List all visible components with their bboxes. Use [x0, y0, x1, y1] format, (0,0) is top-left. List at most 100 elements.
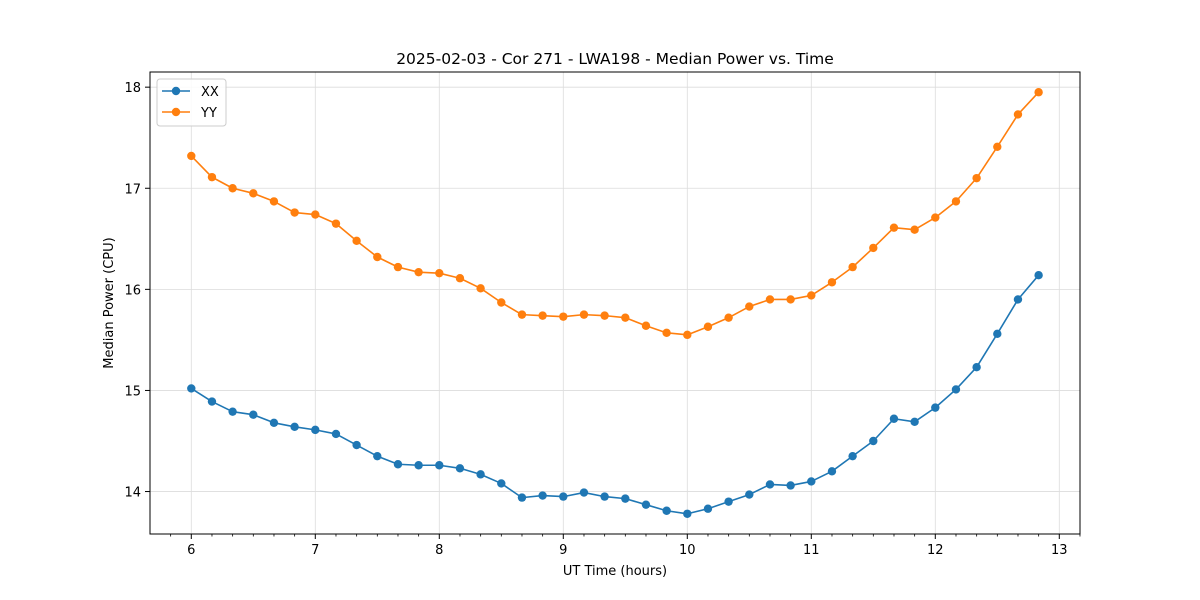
data-point-xx	[435, 461, 444, 470]
data-point-xx	[414, 461, 423, 470]
y-tick-label: 17	[124, 182, 141, 197]
data-point-yy	[889, 223, 899, 232]
y-axis-label: Median Power (CPU)	[102, 237, 117, 368]
data-point-xx	[745, 490, 754, 499]
grid-lines	[150, 72, 1080, 534]
data-point-yy	[414, 267, 423, 277]
x-tick-label: 13	[1051, 543, 1068, 558]
data-point-xx	[993, 329, 1002, 339]
data-point-yy	[869, 243, 878, 253]
data-point-yy	[765, 295, 775, 304]
data-point-yy	[931, 213, 940, 222]
data-point-xx	[352, 440, 361, 450]
series-layer	[187, 88, 1043, 518]
data-point-yy	[724, 313, 733, 322]
legend-marker-xx	[171, 86, 181, 96]
data-point-yy	[228, 184, 237, 193]
x-tick-label: 9	[559, 543, 567, 558]
data-point-yy	[641, 321, 651, 330]
data-point-xx	[910, 417, 919, 426]
data-point-yy	[1034, 88, 1043, 97]
data-point-xx	[621, 494, 630, 503]
data-point-xx	[827, 467, 837, 476]
data-point-xx	[579, 488, 589, 497]
legend-label-xx: XX	[201, 85, 219, 100]
data-point-yy	[538, 311, 547, 320]
legend-entry-xx: XX	[162, 85, 219, 100]
data-point-yy	[269, 197, 279, 206]
data-point-yy	[497, 298, 506, 307]
data-point-xx	[889, 414, 899, 423]
data-point-xx	[1013, 295, 1023, 304]
data-point-xx	[724, 497, 733, 506]
data-point-xx	[662, 506, 671, 515]
data-point-xx	[972, 362, 981, 372]
x-tick-label: 11	[803, 543, 820, 558]
data-point-yy	[435, 268, 444, 278]
data-point-xx	[600, 492, 609, 501]
data-point-xx	[951, 385, 961, 394]
chart-title: 2025-02-03 - Cor 271 - LWA198 - Median P…	[396, 50, 834, 68]
x-tick-label: 7	[311, 543, 319, 558]
data-point-xx	[228, 407, 237, 416]
data-point-yy	[621, 313, 630, 322]
data-point-yy	[827, 278, 837, 287]
data-point-yy	[951, 197, 961, 206]
y-tick-label: 16	[124, 283, 141, 298]
data-point-xx	[331, 429, 341, 439]
data-point-xx	[641, 500, 651, 509]
data-point-yy	[745, 302, 754, 311]
data-point-yy	[600, 311, 609, 320]
legend-marker-yy	[171, 107, 181, 117]
data-point-xx	[311, 425, 320, 435]
data-point-yy	[703, 322, 713, 331]
data-point-yy	[559, 312, 568, 321]
y-tick-label: 18	[124, 81, 141, 96]
data-point-yy	[993, 142, 1002, 152]
data-point-yy	[476, 284, 485, 293]
data-point-yy	[972, 173, 981, 183]
data-point-yy	[207, 172, 217, 182]
x-tick-label: 10	[679, 543, 696, 558]
data-point-xx	[249, 410, 258, 419]
data-point-xx	[1034, 270, 1043, 280]
x-tick-label: 8	[435, 543, 443, 558]
data-point-yy	[187, 151, 196, 161]
data-point-xx	[538, 491, 547, 500]
data-point-xx	[931, 403, 940, 412]
axis-ticks: 6 7 8 9 10 11 12 13 14 15 16 17 18	[124, 81, 1081, 558]
y-tick-label: 14	[124, 486, 141, 501]
data-point-yy	[579, 310, 589, 319]
legend: XX YY	[156, 78, 227, 127]
data-point-xx	[807, 477, 816, 486]
data-point-xx	[559, 492, 568, 501]
data-point-yy	[373, 252, 382, 262]
x-axis-label: UT Time (hours)	[563, 564, 667, 579]
data-point-xx	[393, 460, 403, 469]
data-point-xx	[869, 436, 878, 446]
x-tick-label: 12	[927, 543, 944, 558]
data-point-yy	[662, 328, 671, 338]
data-point-yy	[848, 262, 857, 272]
data-point-xx	[683, 509, 692, 518]
data-point-xx	[455, 464, 465, 473]
data-point-yy	[807, 291, 816, 300]
data-point-yy	[393, 262, 403, 272]
data-point-yy	[249, 189, 258, 198]
data-point-yy	[290, 208, 299, 217]
data-point-xx	[848, 451, 857, 461]
y-tick-label: 15	[124, 384, 141, 399]
data-point-yy	[455, 274, 465, 283]
data-point-yy	[331, 219, 341, 228]
data-point-xx	[517, 493, 527, 502]
data-point-xx	[497, 479, 506, 488]
data-point-yy	[311, 210, 320, 219]
data-point-xx	[476, 470, 485, 479]
data-point-yy	[1013, 110, 1023, 119]
data-point-yy	[683, 330, 692, 340]
data-point-xx	[187, 384, 196, 393]
legend-label-yy: YY	[200, 106, 217, 121]
data-point-xx	[765, 480, 775, 489]
data-point-xx	[373, 451, 382, 461]
